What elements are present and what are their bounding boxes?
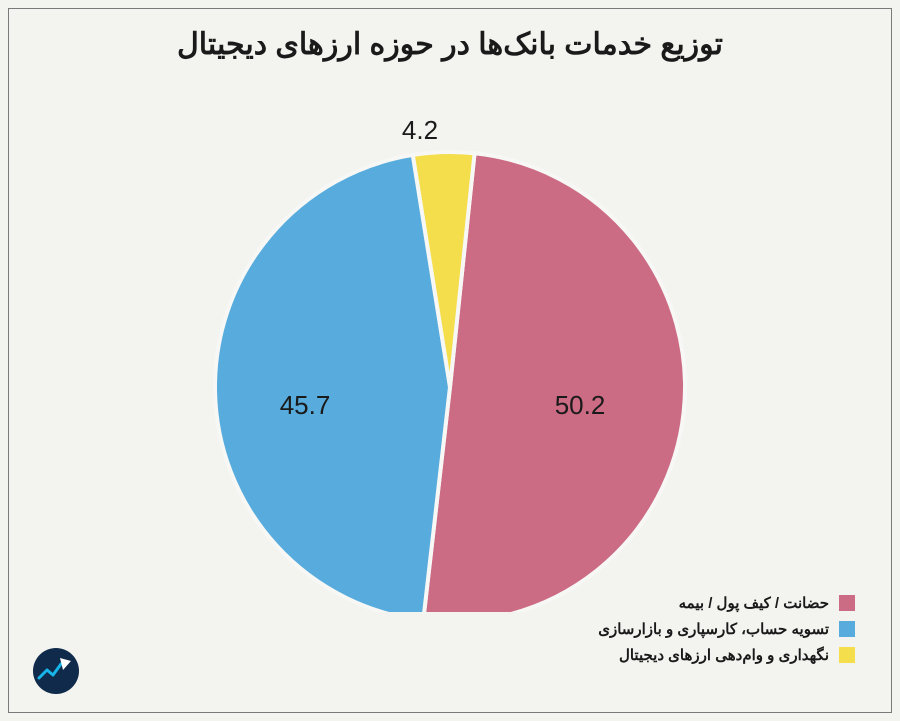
pie-value-label: 50.2 bbox=[555, 390, 606, 420]
legend-label: حضانت / کیف پول / بیمه bbox=[679, 594, 829, 612]
legend-swatch bbox=[839, 621, 855, 637]
legend-label: نگهداری و وام‌دهی ارزهای دیجیتال bbox=[619, 646, 829, 664]
legend-swatch bbox=[839, 647, 855, 663]
pie-chart-container: 50.2 45.7 4.2 bbox=[9, 72, 891, 612]
legend-item: حضانت / کیف پول / بیمه bbox=[598, 594, 855, 612]
legend-label: تسویه حساب، کارسپاری و بازارسازی bbox=[598, 620, 829, 638]
pie-value-label: 4.2 bbox=[402, 115, 438, 145]
legend: حضانت / کیف پول / بیمه تسویه حساب، کارسپا… bbox=[598, 594, 855, 672]
pie-slice bbox=[215, 155, 450, 612]
legend-swatch bbox=[839, 595, 855, 611]
pie-value-label: 45.7 bbox=[280, 390, 331, 420]
chart-frame: توزیع خدمات بانک‌ها در حوزه ارزهای دیجیت… bbox=[8, 8, 892, 713]
legend-item: تسویه حساب، کارسپاری و بازارسازی bbox=[598, 620, 855, 638]
chart-title: توزیع خدمات بانک‌ها در حوزه ارزهای دیجیت… bbox=[9, 27, 891, 62]
pie-chart: 50.2 45.7 4.2 bbox=[20, 72, 880, 612]
legend-item: نگهداری و وام‌دهی ارزهای دیجیتال bbox=[598, 646, 855, 664]
brand-logo bbox=[33, 648, 79, 694]
